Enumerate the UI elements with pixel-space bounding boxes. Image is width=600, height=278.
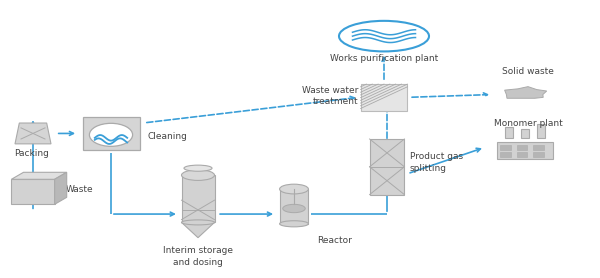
Polygon shape — [11, 179, 55, 204]
FancyBboxPatch shape — [500, 145, 511, 150]
FancyBboxPatch shape — [533, 152, 544, 157]
FancyBboxPatch shape — [517, 152, 527, 157]
FancyBboxPatch shape — [521, 129, 529, 138]
Text: Product gas
splitting: Product gas splitting — [410, 152, 463, 173]
Polygon shape — [55, 172, 67, 204]
Polygon shape — [11, 172, 67, 179]
FancyBboxPatch shape — [517, 145, 527, 150]
Polygon shape — [505, 87, 547, 98]
Polygon shape — [182, 222, 215, 238]
Text: Works purification plant: Works purification plant — [330, 54, 438, 63]
FancyBboxPatch shape — [533, 145, 544, 150]
Text: Waste: Waste — [66, 185, 94, 194]
FancyBboxPatch shape — [500, 152, 511, 157]
FancyBboxPatch shape — [505, 126, 513, 138]
Ellipse shape — [184, 165, 212, 171]
FancyBboxPatch shape — [370, 139, 404, 195]
Text: Packing: Packing — [14, 149, 49, 158]
Text: Monomer plant: Monomer plant — [494, 119, 562, 128]
FancyBboxPatch shape — [182, 175, 215, 222]
FancyBboxPatch shape — [497, 142, 553, 159]
Ellipse shape — [182, 220, 215, 225]
FancyBboxPatch shape — [83, 117, 139, 150]
FancyBboxPatch shape — [280, 189, 308, 224]
Text: Reactor: Reactor — [317, 236, 352, 245]
Ellipse shape — [283, 204, 305, 213]
Ellipse shape — [280, 184, 308, 194]
Ellipse shape — [89, 123, 133, 146]
FancyBboxPatch shape — [537, 124, 545, 138]
Ellipse shape — [182, 170, 215, 180]
Ellipse shape — [280, 221, 308, 227]
FancyBboxPatch shape — [361, 84, 407, 110]
Text: Solid waste: Solid waste — [502, 68, 554, 76]
Text: Cleaning: Cleaning — [147, 132, 187, 141]
Text: Waste water
treatment: Waste water treatment — [302, 86, 359, 106]
Polygon shape — [15, 123, 51, 144]
Text: Interim storage
and dosing: Interim storage and dosing — [163, 246, 233, 267]
Ellipse shape — [339, 21, 429, 51]
